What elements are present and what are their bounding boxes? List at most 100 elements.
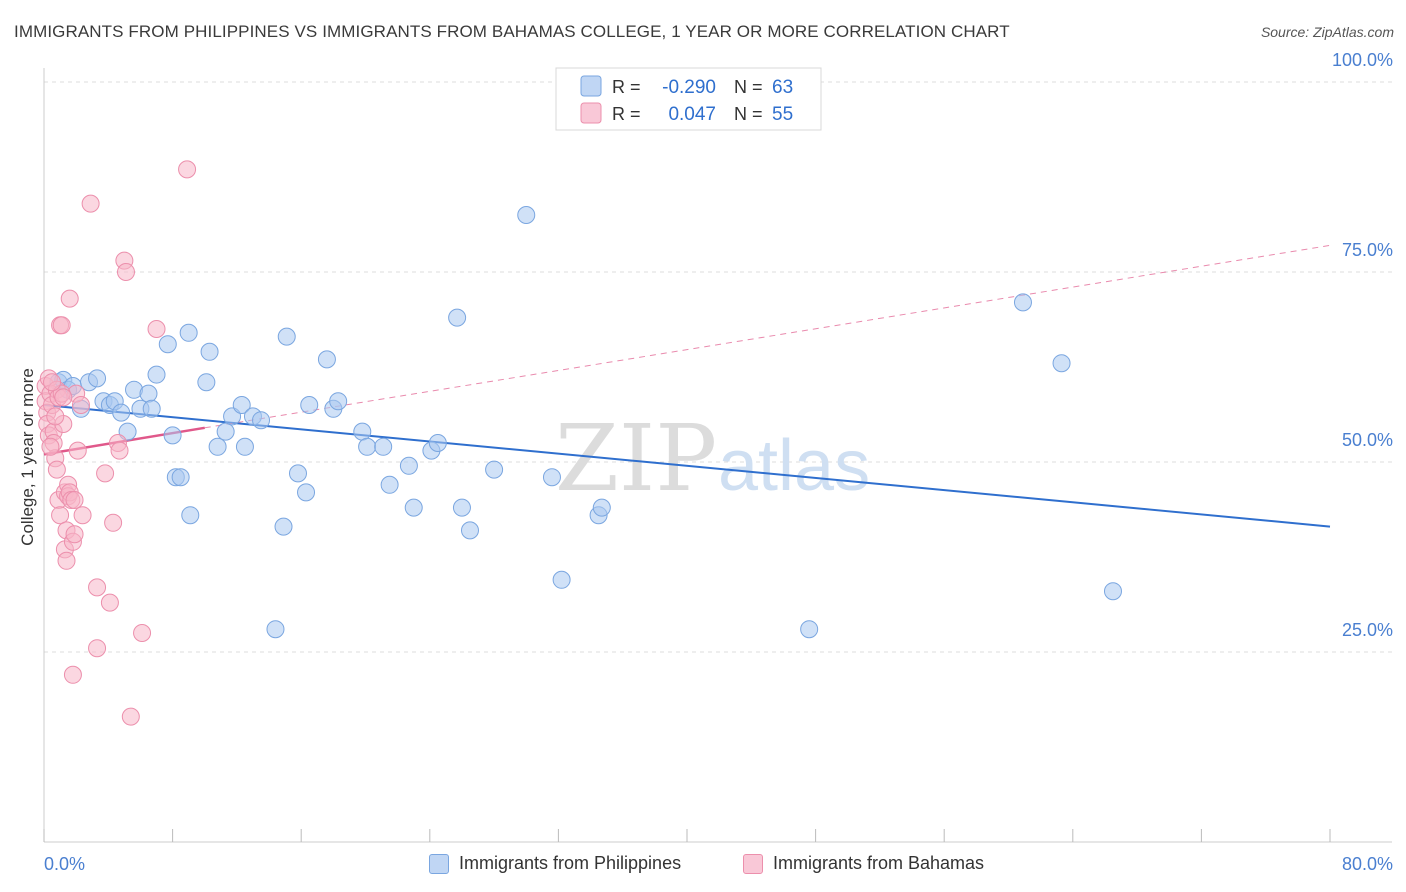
- point-bahamas-11: [47, 460, 66, 479]
- point-philippines-37: [300, 396, 319, 414]
- point-bahamas-40: [100, 593, 119, 612]
- point-bahamas-53: [110, 441, 129, 460]
- point-philippines-32: [266, 620, 285, 639]
- point-philippines-43: [374, 437, 393, 456]
- y-tick-label-50: 50.0%: [1342, 430, 1393, 450]
- point-philippines-18: [163, 426, 182, 445]
- legend-item-philippines[interactable]: Immigrants from Philippines: [429, 853, 681, 874]
- legend-swatch-philippines: [429, 853, 449, 874]
- point-philippines-6: [88, 369, 107, 388]
- legend-r-value-2: 0.047: [668, 104, 716, 125]
- trend-line-bahamas-extended: [204, 244, 1331, 429]
- point-philippines-15: [142, 399, 161, 418]
- watermark: ZIP atlas: [555, 405, 870, 512]
- point-philippines-55: [552, 570, 571, 589]
- point-bahamas-30: [65, 525, 84, 544]
- legend-n-value-2: 55: [772, 104, 793, 125]
- watermark-atlas: atlas: [718, 426, 870, 506]
- x-tick-label-max: 80.0%: [1342, 854, 1393, 874]
- point-bahamas-26: [60, 289, 79, 308]
- point-bahamas-54: [43, 373, 62, 392]
- point-bahamas-44: [116, 263, 135, 281]
- point-bahamas-41: [104, 513, 123, 532]
- gridlines: [44, 81, 1392, 653]
- point-philippines-50: [452, 498, 471, 517]
- legend-n-label-1: N =: [734, 77, 763, 97]
- legend-swatch-bahamas: [580, 102, 602, 124]
- point-bahamas-46: [133, 624, 152, 642]
- y-tick-label-25: 25.0%: [1342, 620, 1393, 640]
- point-philippines-26: [216, 422, 235, 441]
- point-bahamas-15: [51, 506, 70, 525]
- point-bahamas-38: [88, 578, 107, 597]
- y-axis-label: College, 1 year or more: [18, 368, 37, 546]
- point-bahamas-48: [178, 160, 197, 179]
- series-bahamas: [36, 160, 197, 726]
- point-philippines-29: [235, 437, 254, 456]
- point-philippines-45: [399, 456, 418, 475]
- point-philippines-24: [200, 342, 219, 361]
- point-philippines-49: [448, 308, 467, 327]
- point-philippines-61: [1103, 582, 1122, 601]
- point-philippines-44: [380, 475, 399, 494]
- legend-r-label-1: R =: [612, 77, 641, 97]
- point-philippines-21: [179, 323, 198, 342]
- point-philippines-38: [317, 350, 336, 369]
- point-philippines-51: [460, 521, 479, 540]
- point-bahamas-52: [54, 388, 73, 407]
- point-bahamas-34: [71, 396, 90, 414]
- legend-box: R = -0.290 N = 63 R = 0.047 N = 55: [555, 67, 822, 131]
- point-philippines-20: [171, 468, 190, 487]
- x-tick-label-min: 0.0%: [44, 854, 85, 874]
- point-bahamas-50: [46, 407, 65, 426]
- y-tick-label-100: 100.0%: [1332, 50, 1393, 70]
- y-tick-label-75: 75.0%: [1342, 240, 1393, 260]
- point-philippines-16: [147, 365, 166, 384]
- legend-r-label-2: R =: [612, 104, 641, 124]
- point-philippines-17: [158, 335, 177, 354]
- axes: [43, 68, 1392, 843]
- series-philippines: [49, 206, 1122, 639]
- legend-label-bahamas: Immigrants from Bahamas: [773, 853, 985, 873]
- point-philippines-40: [329, 392, 348, 411]
- point-bahamas-28: [63, 665, 82, 684]
- point-philippines-58: [800, 620, 819, 639]
- point-philippines-25: [208, 437, 227, 456]
- point-philippines-46: [404, 498, 423, 517]
- point-bahamas-17: [52, 316, 71, 335]
- legend-item-bahamas[interactable]: Immigrants from Bahamas: [743, 853, 984, 874]
- source-credit: Source: ZipAtlas.com: [1260, 24, 1394, 40]
- point-philippines-48: [428, 434, 447, 452]
- point-philippines-23: [197, 373, 216, 392]
- legend-swatch-bahamas: [743, 853, 763, 874]
- point-philippines-54: [542, 468, 561, 487]
- point-philippines-34: [277, 327, 296, 346]
- point-philippines-10: [112, 403, 131, 422]
- chart-title: IMMIGRANTS FROM PHILIPPINES VS IMMIGRANT…: [14, 22, 1010, 41]
- point-bahamas-45: [121, 707, 140, 726]
- point-philippines-42: [358, 437, 377, 456]
- point-philippines-36: [297, 483, 316, 502]
- point-bahamas-21: [57, 551, 76, 570]
- point-philippines-53: [517, 206, 536, 224]
- y-tick-labels: 25.0% 50.0% 75.0% 100.0%: [1332, 50, 1393, 640]
- point-philippines-41: [353, 422, 372, 441]
- legend-swatch-philippines: [580, 75, 602, 97]
- point-philippines-52: [485, 460, 504, 479]
- point-philippines-35: [288, 464, 307, 483]
- legend-n-label-2: N =: [734, 104, 763, 124]
- legend-n-value-1: 63: [772, 77, 793, 98]
- point-philippines-33: [274, 517, 293, 536]
- point-bahamas-47: [147, 320, 166, 338]
- legend-r-value-1: -0.290: [662, 77, 716, 98]
- point-philippines-57: [592, 498, 611, 517]
- point-philippines-14: [139, 384, 158, 403]
- point-bahamas-37: [88, 639, 107, 658]
- point-philippines-59: [1013, 293, 1032, 312]
- point-bahamas-39: [96, 464, 115, 483]
- point-philippines-22: [181, 506, 200, 525]
- point-philippines-60: [1052, 354, 1071, 373]
- watermark-zip: ZIP: [555, 405, 717, 512]
- point-philippines-31: [252, 411, 271, 430]
